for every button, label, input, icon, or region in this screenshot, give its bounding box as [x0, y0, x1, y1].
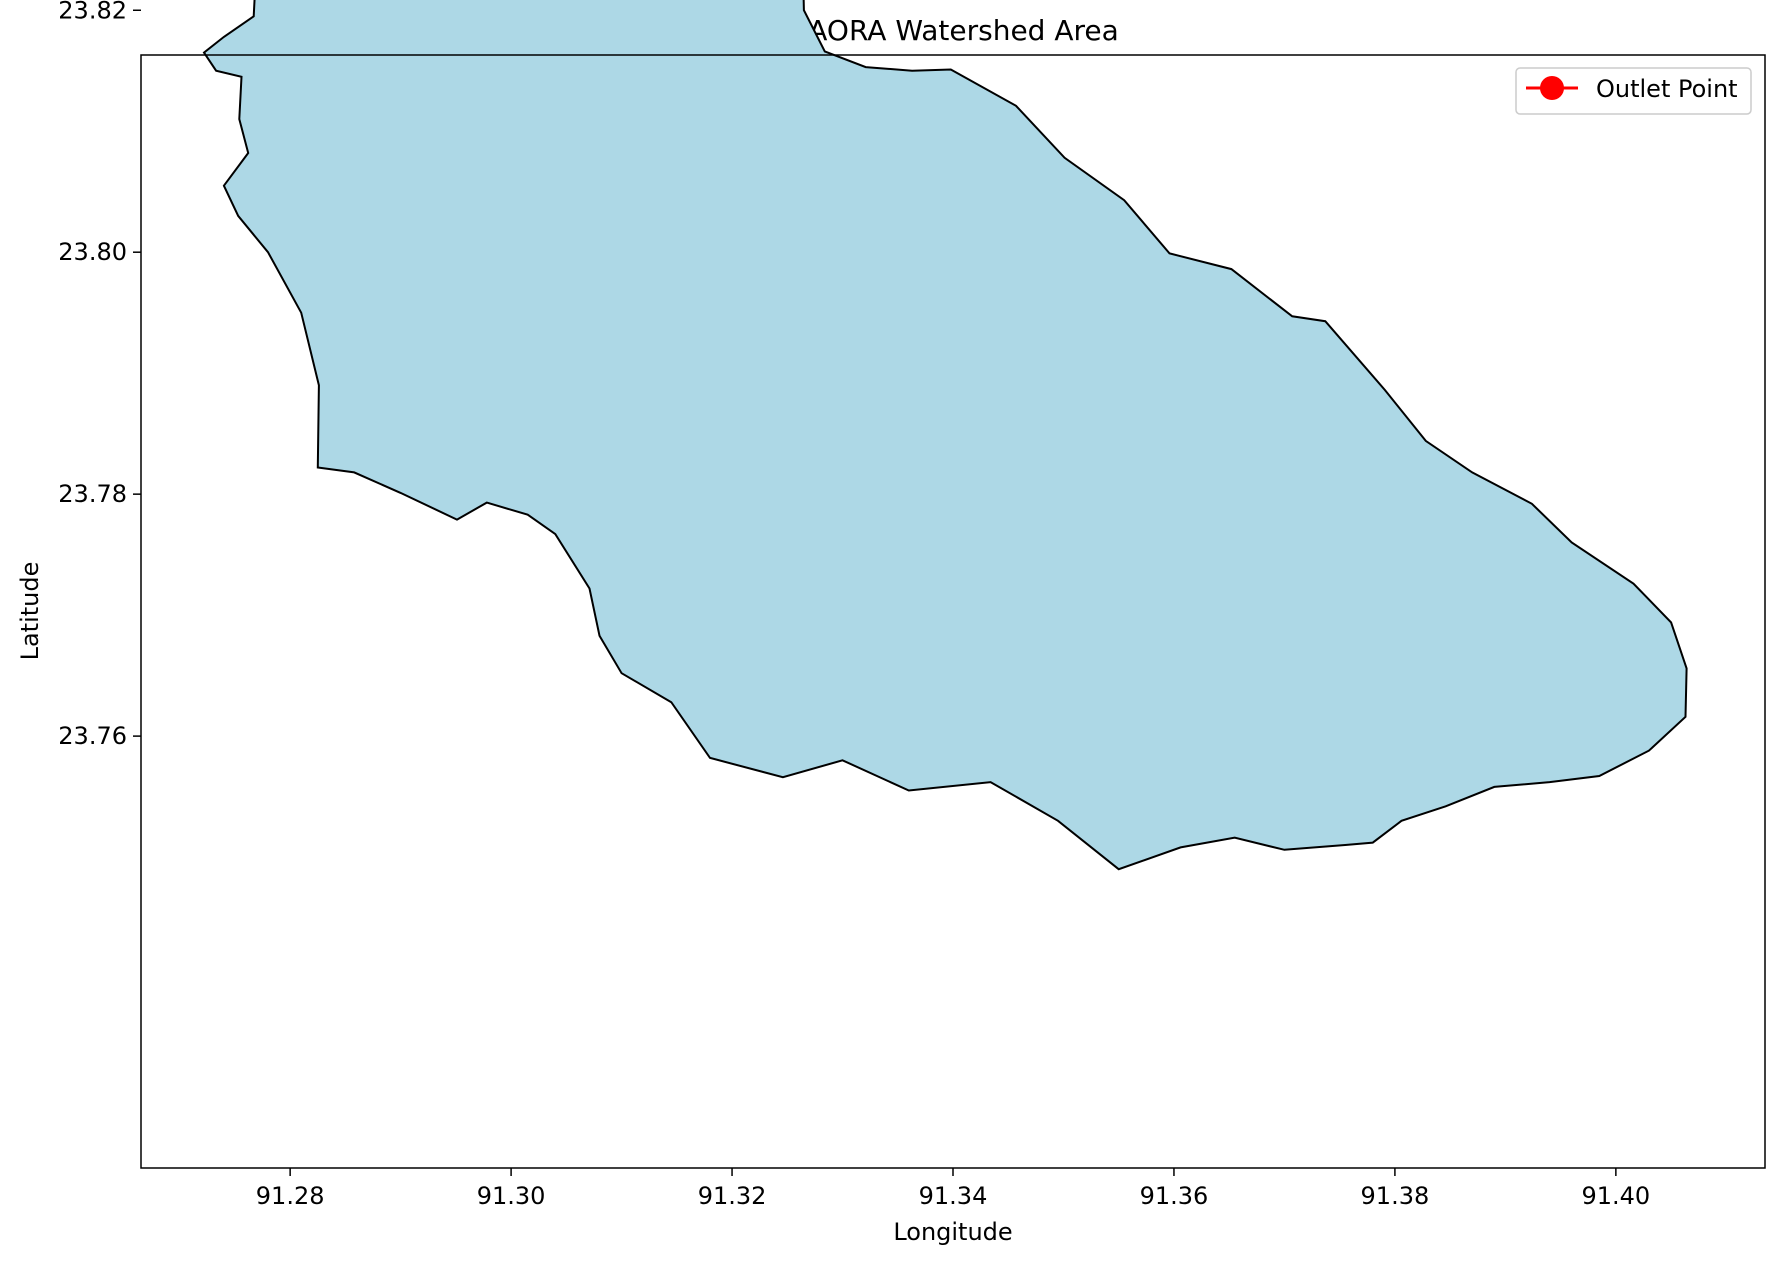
x-axis-ticks: 91.28 91.30 91.32 91.34 91.36 91.38 91.40: [256, 1168, 1650, 1210]
legend-label: Outlet Point: [1596, 75, 1738, 103]
y-tick-label: 23.80: [58, 238, 127, 266]
x-tick-label: 91.36: [1140, 1182, 1209, 1210]
map-layer: [202, 0, 1688, 871]
legend-box: [1515, 67, 1752, 115]
x-tick-label: 91.28: [256, 1182, 325, 1210]
y-axis-ticks: 23.76 23.78 23.80 23.82: [58, 0, 141, 750]
x-tick-label: 91.40: [1581, 1182, 1650, 1210]
y-tick-label: 23.78: [58, 480, 127, 508]
x-tick-label: 91.30: [477, 1182, 546, 1210]
legend: Outlet Point: [1515, 67, 1752, 115]
x-tick-label: 91.34: [919, 1182, 988, 1210]
watershed-area: [202, 0, 1688, 871]
x-tick-label: 91.38: [1361, 1182, 1430, 1210]
x-axis-label: Longitude: [893, 1218, 1012, 1246]
x-tick-label: 91.32: [698, 1182, 767, 1210]
y-axis-label: Latitude: [16, 562, 44, 661]
y-tick-label: 23.76: [58, 722, 127, 750]
chart-title: HAORA Watershed Area: [787, 14, 1119, 47]
legend-marker-icon: [1540, 76, 1564, 100]
y-tick-label: 23.82: [58, 0, 127, 24]
